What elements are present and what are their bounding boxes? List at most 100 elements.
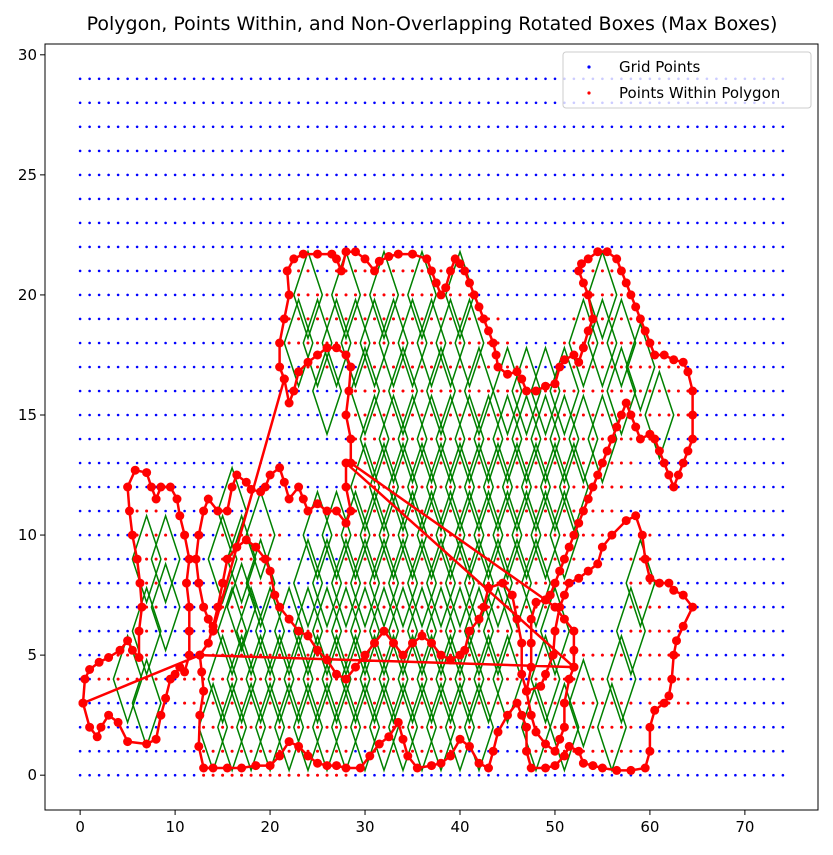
grid-point bbox=[268, 437, 272, 441]
inside-point bbox=[629, 365, 633, 369]
inside-point bbox=[562, 437, 566, 441]
inside-point bbox=[515, 533, 519, 537]
grid-point bbox=[743, 485, 747, 489]
inside-point bbox=[468, 461, 471, 465]
grid-point bbox=[620, 149, 623, 153]
inside-point bbox=[553, 701, 557, 705]
grid-point bbox=[240, 509, 243, 513]
grid-point bbox=[230, 269, 234, 273]
grid-point bbox=[259, 149, 262, 153]
grid-point bbox=[78, 125, 82, 129]
grid-point bbox=[135, 341, 139, 345]
inside-point bbox=[306, 317, 310, 321]
grid-point bbox=[192, 749, 196, 753]
inside-point bbox=[506, 341, 509, 345]
grid-point bbox=[591, 605, 595, 609]
grid-point bbox=[772, 629, 775, 633]
inside-point bbox=[468, 389, 471, 393]
inside-point bbox=[506, 413, 509, 417]
grid-point bbox=[192, 725, 196, 729]
inside-point bbox=[544, 605, 547, 609]
inside-point bbox=[325, 725, 329, 729]
polygon-vertex bbox=[294, 482, 304, 492]
grid-point bbox=[496, 269, 500, 273]
inside-point bbox=[420, 437, 424, 441]
grid-point bbox=[297, 149, 300, 153]
inside-point bbox=[496, 605, 500, 609]
grid-point bbox=[582, 197, 585, 201]
grid-point bbox=[734, 437, 737, 441]
grid-point bbox=[753, 221, 756, 225]
grid-point bbox=[116, 437, 120, 441]
polygon-vertex bbox=[374, 256, 384, 266]
polygon-vertex bbox=[175, 511, 185, 521]
grid-point bbox=[249, 317, 253, 321]
grid-point bbox=[629, 485, 633, 489]
grid-point bbox=[639, 197, 642, 201]
inside-point bbox=[382, 605, 386, 609]
grid-point bbox=[724, 149, 728, 153]
inside-point bbox=[344, 605, 348, 609]
grid-point bbox=[439, 125, 443, 129]
polygon-vertex bbox=[284, 398, 294, 408]
grid-point bbox=[202, 341, 205, 345]
inside-point bbox=[449, 701, 452, 705]
grid-point bbox=[781, 341, 785, 345]
grid-point bbox=[259, 389, 262, 393]
polygon-vertex bbox=[597, 542, 607, 552]
grid-point bbox=[88, 77, 91, 81]
inside-point bbox=[411, 413, 414, 417]
inside-point bbox=[487, 389, 490, 393]
grid-point bbox=[724, 749, 728, 753]
grid-point bbox=[221, 485, 224, 489]
inside-point bbox=[401, 725, 405, 729]
grid-point bbox=[88, 509, 91, 513]
grid-point bbox=[772, 437, 775, 441]
polygon-vertex bbox=[474, 614, 484, 624]
grid-point bbox=[525, 149, 528, 153]
grid-point bbox=[696, 461, 699, 465]
inside-point bbox=[363, 557, 367, 561]
polygon-vertex bbox=[199, 763, 209, 773]
inside-point bbox=[392, 629, 395, 633]
polygon-vertex bbox=[127, 645, 137, 655]
inside-point bbox=[363, 437, 367, 441]
grid-point bbox=[515, 293, 519, 297]
polygon-vertex bbox=[541, 595, 550, 605]
grid-point bbox=[164, 725, 167, 729]
inside-point bbox=[477, 653, 481, 657]
grid-point bbox=[249, 125, 253, 129]
inside-point bbox=[477, 365, 481, 369]
grid-point bbox=[553, 101, 557, 105]
grid-point bbox=[97, 173, 101, 177]
polygon-vertex bbox=[559, 614, 569, 624]
grid-point bbox=[553, 149, 557, 153]
grid-point bbox=[496, 197, 500, 201]
grid-point bbox=[154, 293, 158, 297]
grid-point bbox=[677, 557, 680, 561]
grid-point bbox=[211, 221, 215, 225]
grid-point bbox=[135, 365, 139, 369]
grid-point bbox=[705, 629, 709, 633]
inside-point bbox=[619, 701, 623, 705]
inside-point bbox=[420, 533, 424, 537]
inside-point bbox=[363, 701, 367, 705]
grid-point bbox=[686, 245, 690, 249]
grid-point bbox=[430, 125, 433, 129]
polygon-vertex bbox=[522, 386, 531, 396]
inside-point bbox=[525, 701, 528, 705]
grid-point bbox=[278, 269, 281, 273]
grid-point bbox=[705, 605, 709, 609]
grid-point bbox=[107, 605, 110, 609]
inside-point bbox=[619, 341, 623, 345]
grid-point bbox=[762, 341, 766, 345]
grid-point bbox=[268, 365, 272, 369]
grid-point bbox=[781, 173, 785, 177]
grid-point bbox=[107, 197, 110, 201]
grid-point bbox=[525, 101, 528, 105]
grid-point bbox=[772, 269, 775, 273]
inside-point bbox=[354, 557, 357, 561]
inside-point bbox=[638, 365, 642, 369]
inside-point bbox=[268, 533, 272, 537]
x-tick-label: 50 bbox=[545, 818, 564, 836]
